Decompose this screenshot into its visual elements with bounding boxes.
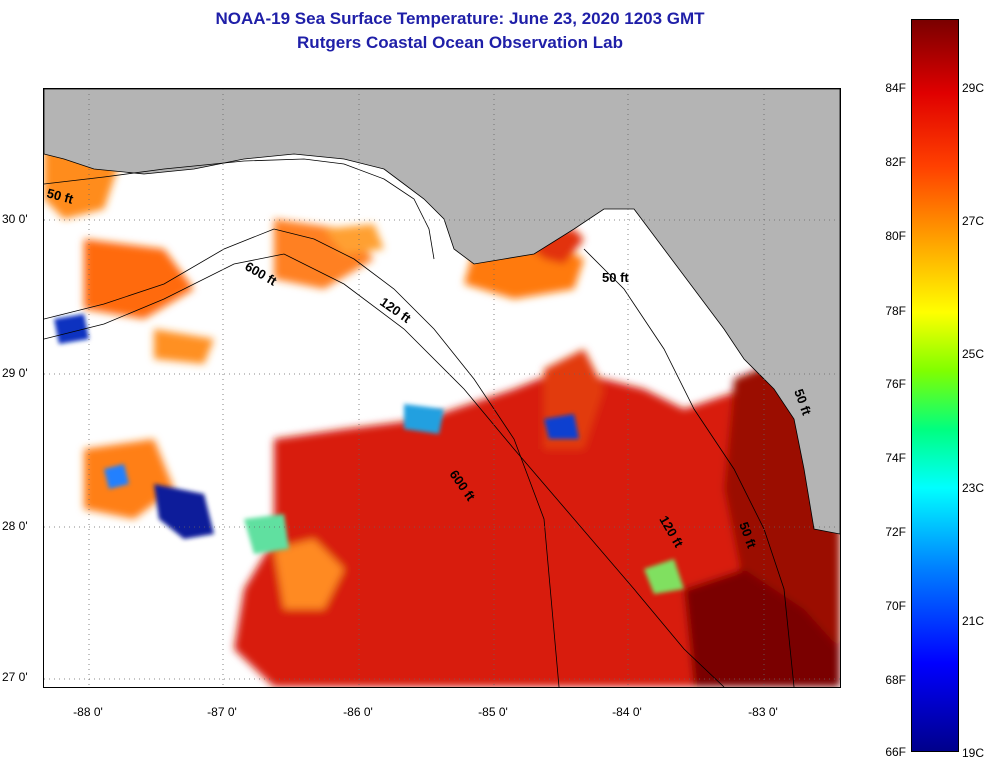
- map-subtitle: Rutgers Coastal Ocean Observation Lab: [297, 33, 623, 52]
- colorbar-f-label: 66F: [885, 745, 906, 759]
- colorbar-f-label: 68F: [885, 673, 906, 687]
- temperature-colorbar: [911, 19, 959, 752]
- colorbar-f-label: 72F: [885, 525, 906, 539]
- colorbar-f-label: 76F: [885, 377, 906, 391]
- lat-tick-label: 28 0': [2, 519, 28, 533]
- colorbar-c-label: 27C: [962, 214, 985, 228]
- lon-tick-label: -83 0': [748, 705, 778, 719]
- contour-label: 50 ft: [45, 185, 75, 207]
- colorbar-f-label: 84F: [885, 81, 906, 95]
- cool-water-patches: [54, 314, 684, 594]
- colorbar-c-label: 23C: [962, 481, 985, 495]
- contour-label: 50 ft: [602, 270, 629, 285]
- lon-tick-label: -86 0': [343, 705, 373, 719]
- lat-tick-label: 27 0': [2, 670, 28, 684]
- colorbar-f-label: 70F: [885, 599, 906, 613]
- land-mass: [44, 89, 840, 535]
- lat-tick-label: 29 0': [2, 366, 28, 380]
- sst-map: 50 ft 600 ft 120 ft 50 ft 600 ft 120 ft …: [43, 88, 841, 688]
- colorbar-f-label: 80F: [885, 229, 906, 243]
- lon-tick-label: -88 0': [73, 705, 103, 719]
- colorbar-c-label: 21C: [962, 614, 985, 628]
- map-title: NOAA-19 Sea Surface Temperature: June 23…: [215, 9, 705, 28]
- depth-contours: [44, 158, 795, 687]
- lon-tick-label: -84 0': [612, 705, 642, 719]
- colorbar-c-label: 29C: [962, 81, 985, 95]
- sst-map-graphic: 50 ft 600 ft 120 ft 50 ft 600 ft 120 ft …: [44, 89, 840, 687]
- lon-tick-label: -85 0': [478, 705, 508, 719]
- lon-tick-label: -87 0': [207, 705, 237, 719]
- lat-tick-label: 30 0': [2, 212, 28, 226]
- colorbar-c-label: 25C: [962, 347, 985, 361]
- colorbar-f-label: 74F: [885, 451, 906, 465]
- colorbar-f-label: 82F: [885, 155, 906, 169]
- colorbar-c-label: 19C: [962, 746, 985, 760]
- colorbar-f-label: 78F: [885, 304, 906, 318]
